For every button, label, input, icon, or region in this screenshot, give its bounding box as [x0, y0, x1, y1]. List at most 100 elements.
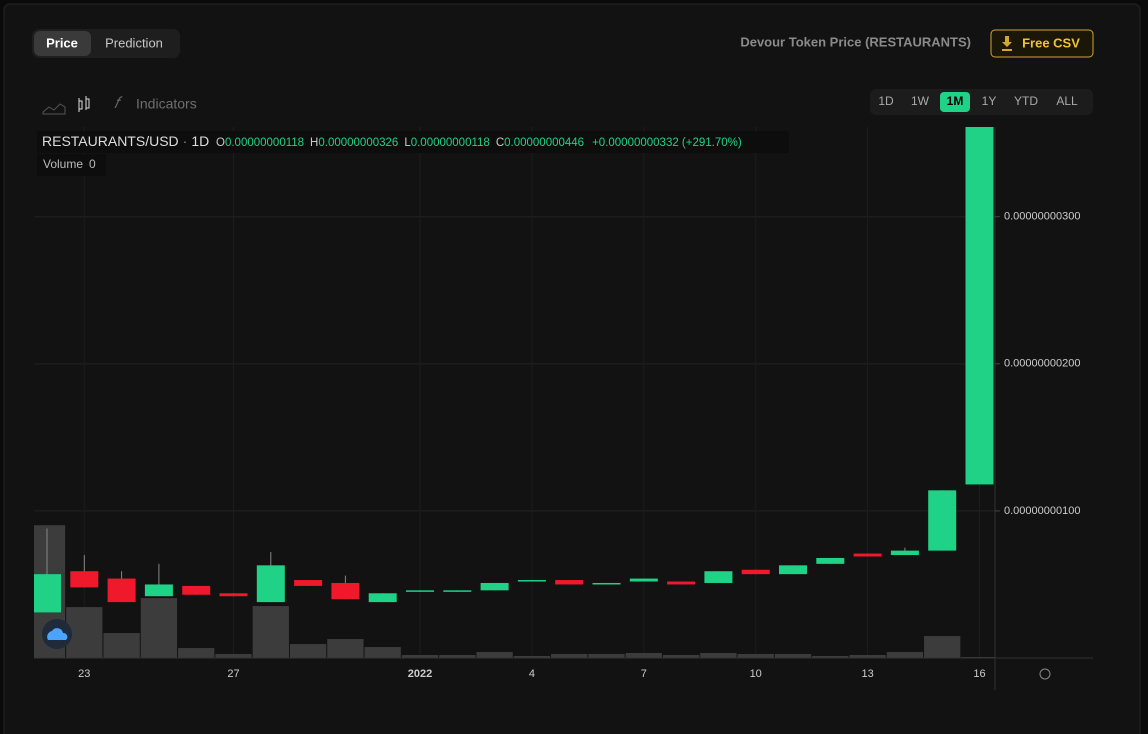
area-icon[interactable]: [42, 103, 66, 115]
volume-bar: [289, 644, 327, 658]
tab[interactable]: Prediction: [105, 35, 163, 50]
range-group: [870, 89, 1093, 115]
key: Volume: [43, 157, 83, 171]
candle-body: [816, 557, 845, 564]
page-title: Devour Token Price (RESTAURANTS): [740, 34, 971, 49]
settings-icon[interactable]: [1039, 668, 1051, 680]
ohlc: O0.00000000118 H0.00000000326 L0.000000001…: [216, 137, 742, 149]
volume-bar: [401, 655, 439, 658]
volume-bg: [37, 154, 106, 176]
tab-active[interactable]: [34, 31, 91, 56]
volume-bar: [103, 633, 140, 658]
candle-icon[interactable]: [78, 96, 90, 112]
interval: 1D: [191, 133, 209, 149]
volume-bar: [476, 652, 513, 658]
volume-bar: [327, 639, 364, 658]
symbol: RESTAURANTS/USD · 1D: [42, 133, 209, 149]
fx-icon[interactable]: 𝑓: [114, 95, 123, 112]
volume-bar: [700, 653, 737, 658]
range-active[interactable]: [940, 92, 970, 112]
candle-body: [256, 565, 285, 603]
candle-body: [704, 571, 733, 583]
x-tick-label: 27: [227, 668, 239, 680]
y-tick-label: 0.00000000100: [1004, 505, 1080, 517]
candle-body: [928, 490, 957, 551]
range[interactable]: ALL: [1056, 94, 1078, 108]
volume-bar: [662, 655, 700, 658]
plot: [34, 127, 995, 658]
range[interactable]: YTD: [1014, 94, 1038, 108]
y-tick-label: 0.00000000200: [1004, 358, 1080, 370]
candle-body: [182, 585, 211, 595]
candle-body: [480, 582, 509, 591]
candle-body: [741, 569, 770, 575]
key: L: [404, 137, 411, 149]
x-tick-label: 7: [641, 668, 647, 680]
candle-body: [592, 582, 621, 585]
candle-body: [890, 550, 919, 556]
tab[interactable]: Price: [46, 35, 78, 50]
volume-bar: [588, 654, 625, 658]
key: H: [310, 137, 318, 149]
candle-body: [406, 590, 434, 592]
val: 0.00000000118: [411, 137, 490, 149]
volume-bar: [178, 648, 215, 658]
volume-bar: [66, 607, 103, 658]
candle-body: [853, 553, 882, 557]
change: +0.00000000332 (+291.70%): [592, 137, 742, 149]
y-tick-label: 0.00000000300: [1004, 211, 1080, 223]
candle-body: [779, 565, 807, 575]
key: C: [496, 137, 504, 149]
candle-body: [70, 571, 99, 588]
key: O: [216, 137, 225, 149]
csv-button[interactable]: [990, 29, 1094, 58]
range[interactable]: 1Y: [982, 94, 997, 108]
candle-body: [555, 580, 584, 585]
volume-bar: [812, 656, 849, 658]
volume-bar: [924, 636, 961, 658]
volume-bar: [737, 654, 774, 658]
range[interactable]: 1W: [911, 94, 930, 108]
volume-bar: [551, 654, 588, 658]
download-icon: [1002, 36, 1012, 51]
volume-bar: [625, 653, 662, 658]
csv-label[interactable]: Free CSV: [1022, 35, 1080, 50]
legend-bg: [37, 131, 789, 153]
volume-bar: [364, 647, 401, 658]
volume-bar: [774, 654, 812, 658]
candle-body: [667, 581, 696, 585]
sep: ·: [183, 133, 188, 149]
x-tick-label: 13: [861, 668, 873, 680]
candle-body: [294, 580, 323, 586]
x-tick-label: 2022: [408, 668, 432, 680]
volume-bar: [886, 652, 924, 658]
candle-body: [443, 590, 472, 592]
candle-body: [331, 582, 360, 600]
volume-bar: [140, 598, 178, 658]
volume-legend: Volume 0: [43, 157, 96, 171]
val: 0.00000000446: [504, 137, 584, 149]
volume-bar: [849, 655, 886, 658]
range[interactable]: 1D: [878, 94, 894, 108]
candle-body: [368, 593, 397, 603]
candle-body: [107, 578, 136, 603]
x-tick-label: 10: [750, 668, 762, 680]
logo-cloud: [47, 628, 68, 640]
x-tick-label: 16: [973, 668, 985, 680]
x-tick-label: 23: [78, 668, 90, 680]
candle-body: [144, 584, 173, 597]
x-tick-label: 4: [529, 668, 535, 680]
candle-body: [34, 574, 61, 613]
symbol-text: RESTAURANTS/USD: [42, 133, 179, 149]
val: 0.00000000118: [225, 137, 304, 149]
candle-body: [629, 578, 658, 582]
range[interactable]: 1M: [947, 94, 964, 108]
candle-body: [965, 127, 994, 485]
candle-body: [517, 580, 546, 582]
volume-bar: [439, 655, 476, 658]
indicators[interactable]: Indicators: [136, 96, 197, 112]
volume-bar: [215, 654, 252, 658]
candle-body: [219, 593, 248, 597]
